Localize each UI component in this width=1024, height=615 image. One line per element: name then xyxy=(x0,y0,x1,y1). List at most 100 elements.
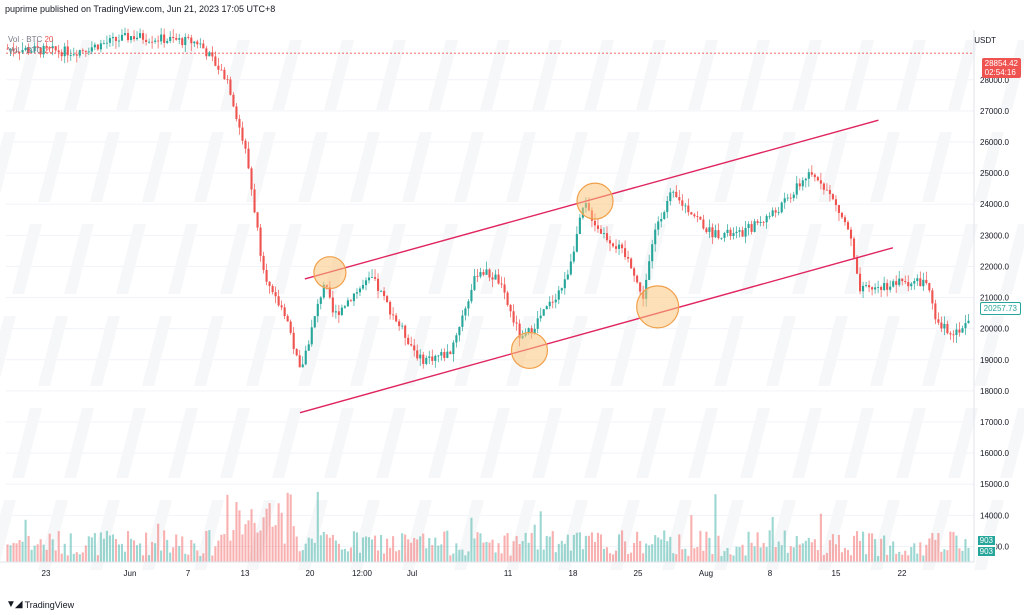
volume-bar xyxy=(232,530,235,562)
candle-body xyxy=(572,251,575,262)
candle-body xyxy=(780,202,783,213)
volume-bar xyxy=(57,531,60,562)
volume-bar xyxy=(852,535,856,562)
candle-body xyxy=(916,278,919,282)
volume-indicator-1[interactable]: Vol · BTC 20 xyxy=(8,35,53,44)
candle-body xyxy=(15,51,18,52)
watermark-stroke xyxy=(116,408,146,478)
candle-body xyxy=(714,230,717,238)
candle-body xyxy=(545,306,548,310)
volume-bar xyxy=(708,537,711,562)
volume-indicator-2[interactable]: Vol · BTC 20 xyxy=(8,46,53,55)
volume-bar xyxy=(515,536,518,562)
volume-bar xyxy=(286,492,289,562)
watermark-stroke xyxy=(818,316,848,386)
time-axis[interactable]: 23 Jun 7 13 20 12:00 Jul 11 18 25 Aug 8 15 22 xyxy=(42,569,907,578)
candle-body xyxy=(901,278,904,282)
watermark-stroke xyxy=(792,408,822,478)
top-price-countdown: 02:54:16 xyxy=(984,68,1016,77)
watermark-stroke xyxy=(714,316,744,386)
candle-body xyxy=(566,274,569,280)
time-tick-label: 8 xyxy=(768,569,773,578)
candle-body xyxy=(621,244,624,249)
volume-bar xyxy=(705,531,708,562)
watermark-stroke xyxy=(376,40,406,110)
candle-body xyxy=(129,36,133,41)
volume-bar xyxy=(874,539,877,562)
watermark-stroke xyxy=(220,40,250,110)
volume-bar xyxy=(355,532,359,562)
volume-bar xyxy=(877,555,880,562)
touch-point-circle xyxy=(510,331,549,370)
volume-bar xyxy=(6,544,9,562)
touch-point-highlights[interactable] xyxy=(313,182,680,370)
volume-bar xyxy=(696,546,699,562)
candle-body xyxy=(45,45,48,48)
volume-bar xyxy=(247,520,250,562)
watermark-stroke xyxy=(714,500,744,570)
candle-body xyxy=(949,333,952,335)
tradingview-brand[interactable]: ▼◢ TradingView xyxy=(6,599,74,610)
candle-body xyxy=(768,215,771,217)
volume-bar xyxy=(828,540,831,562)
volume-bar xyxy=(120,543,124,562)
volume-bar xyxy=(590,532,593,562)
volume-bar xyxy=(578,532,581,562)
watermark-stroke xyxy=(90,500,120,570)
volume-bar xyxy=(458,549,461,562)
volume-bar xyxy=(301,550,304,562)
candle-body xyxy=(117,40,121,42)
candle-body xyxy=(410,344,413,346)
volume-bar xyxy=(621,530,624,562)
candle-body xyxy=(337,311,340,315)
candle-body xyxy=(964,323,967,329)
candle-body xyxy=(693,214,696,217)
volume-bar xyxy=(370,539,374,562)
volume-bar xyxy=(557,543,560,562)
volume-bar xyxy=(123,551,127,562)
candle-body xyxy=(298,355,301,368)
volume-bar xyxy=(536,549,539,562)
watermark-stroke xyxy=(142,500,172,570)
volume-bar xyxy=(518,544,521,562)
volume-bar xyxy=(425,548,428,562)
candle-body xyxy=(503,284,506,293)
candle-body xyxy=(142,33,145,40)
volume-bar xyxy=(786,552,789,562)
volume-bar xyxy=(687,555,690,562)
candle-body xyxy=(889,286,892,290)
volume-bar xyxy=(87,536,90,562)
candle-body xyxy=(895,281,898,285)
candle-body xyxy=(910,283,913,287)
volume-bar xyxy=(723,551,726,562)
candle-body xyxy=(90,47,93,52)
watermark-stroke xyxy=(0,316,16,379)
volume-bar xyxy=(931,533,934,562)
volume-bar xyxy=(145,532,148,562)
price-tick-label: 21000.0 xyxy=(980,294,1009,303)
watermark-stroke xyxy=(90,316,120,386)
volume-bar xyxy=(777,541,780,562)
candle-body xyxy=(931,290,934,304)
watermark-stroke xyxy=(896,224,926,294)
volume-bar xyxy=(455,543,458,562)
volume-tag-a: 903 xyxy=(976,535,996,546)
watermark-stroke xyxy=(402,132,432,202)
volume-bar xyxy=(307,537,310,562)
volume-bar xyxy=(729,554,732,562)
candle-body xyxy=(834,199,837,206)
candle-body xyxy=(672,191,675,193)
candle-body xyxy=(765,216,768,223)
volume-bar xyxy=(214,546,217,562)
candle-body xyxy=(726,229,729,234)
volume-bar xyxy=(42,544,45,562)
volume-bar xyxy=(958,548,961,562)
volume-bar xyxy=(84,545,87,562)
volume-bar xyxy=(645,543,648,562)
candle-body xyxy=(123,33,127,35)
watermark-stroke xyxy=(350,132,380,202)
watermark-stroke xyxy=(38,132,68,202)
volume-bar xyxy=(916,553,919,562)
candle-body xyxy=(783,198,786,203)
